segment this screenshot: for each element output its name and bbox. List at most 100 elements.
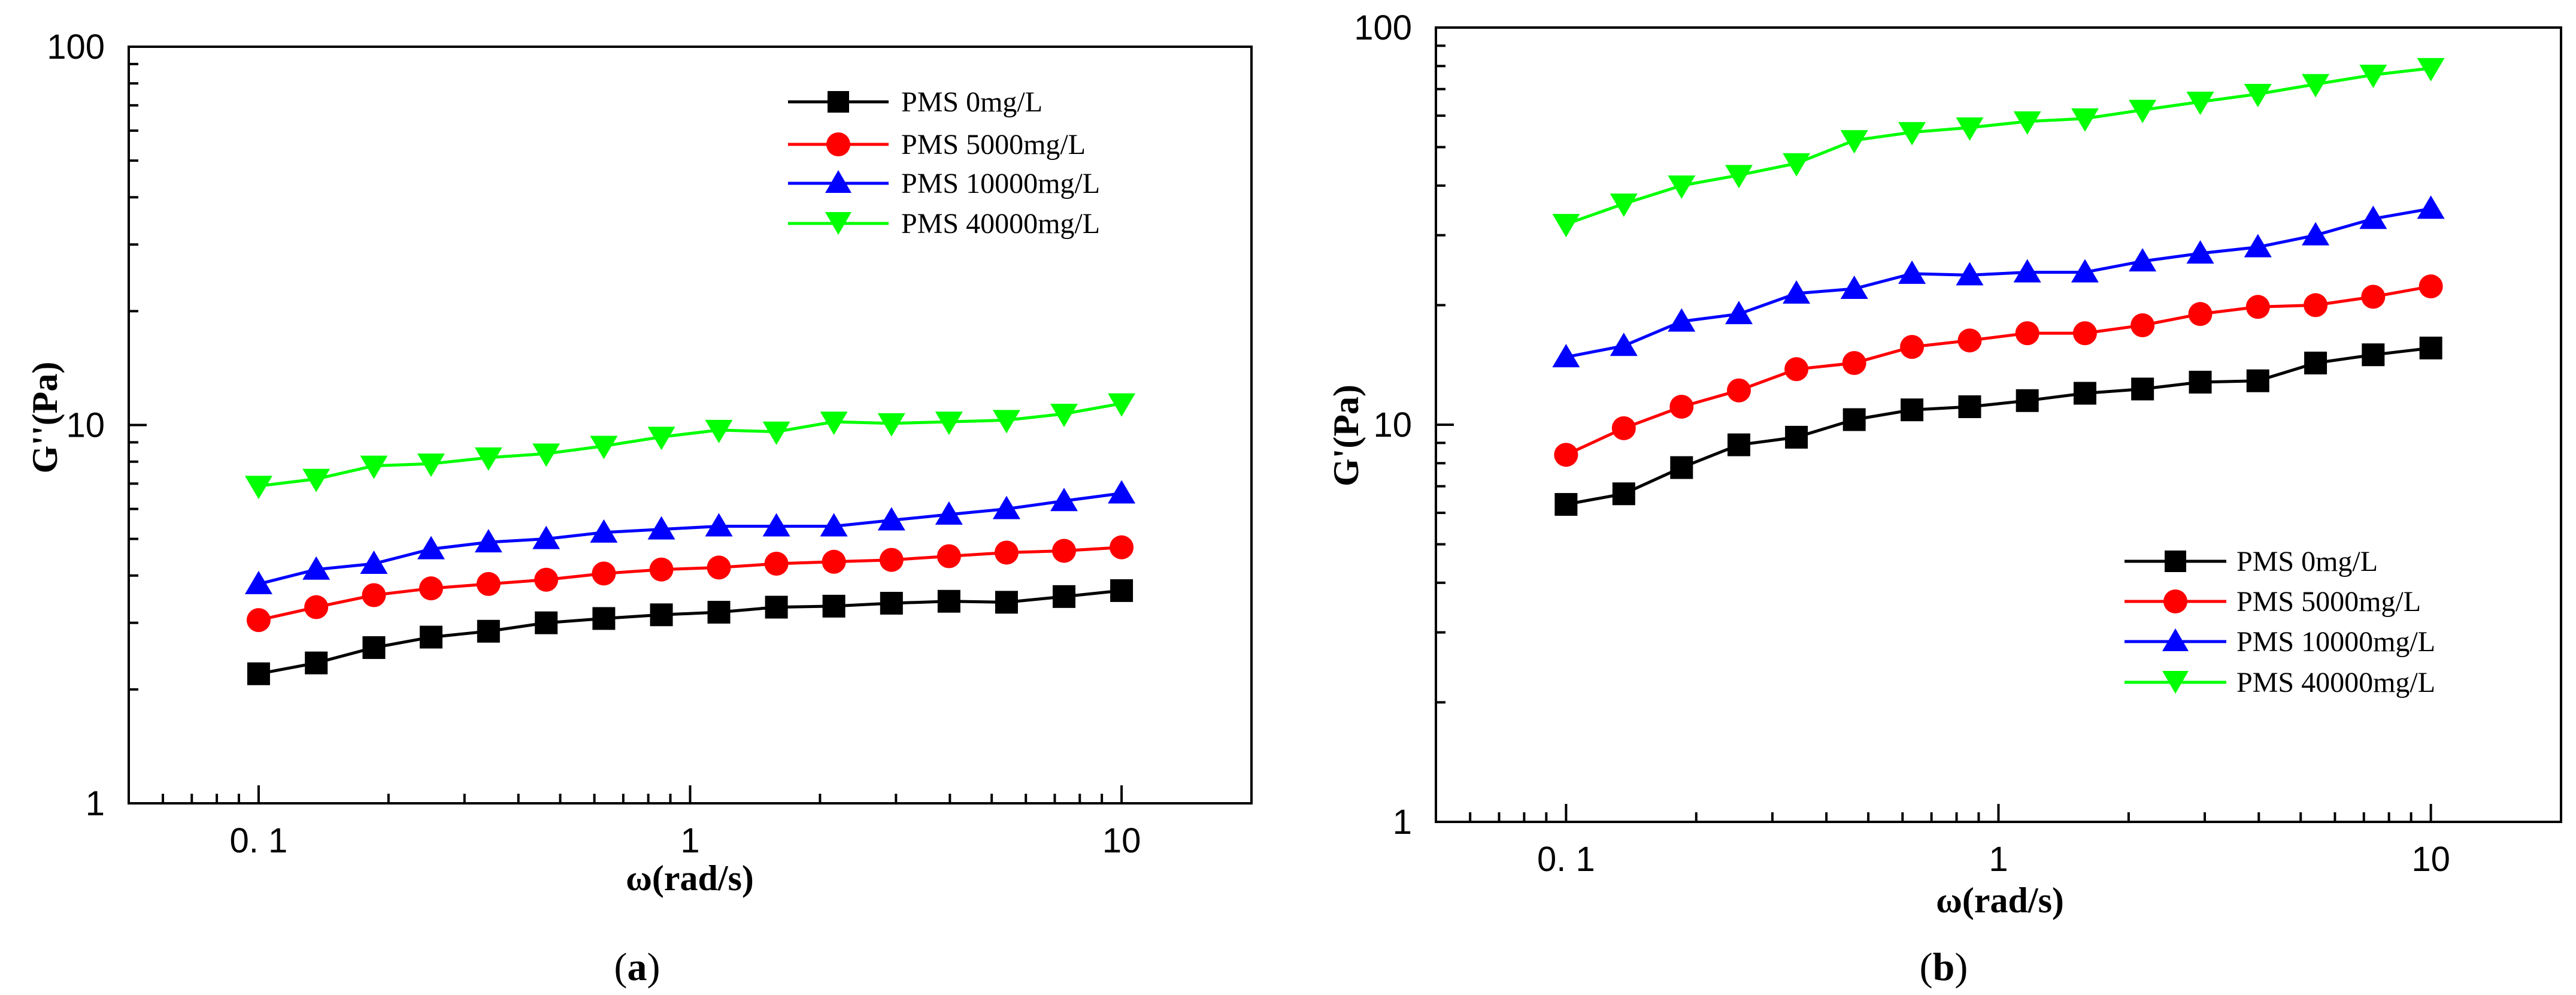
data-point-a-1 <box>707 555 731 580</box>
data-point-b-2 <box>2129 248 2157 272</box>
series-b-1 <box>1554 274 2443 467</box>
data-point-b-3 <box>1783 153 1811 177</box>
data-point-a-0 <box>765 595 788 619</box>
data-point-a-2 <box>935 501 963 525</box>
data-point-a-3 <box>647 427 675 450</box>
data-point-a-3 <box>474 447 502 471</box>
x-axis-label-b: ω(rad/s) <box>1936 881 2064 920</box>
data-point-a-1 <box>534 567 559 592</box>
data-point-a-0 <box>707 600 731 624</box>
series-line-b-1 <box>1565 285 2432 456</box>
data-point-b-0 <box>2189 370 2212 394</box>
data-point-a-2 <box>992 495 1020 519</box>
data-point-a-2 <box>1050 488 1078 512</box>
data-point-b-3 <box>1898 122 1926 146</box>
data-point-a-2 <box>302 556 331 580</box>
data-point-a-0 <box>1110 579 1134 602</box>
legend-b: PMS 0mg/L PMS 5000mg/L PMS 10000mg/L PMS… <box>2125 546 2435 698</box>
data-point-a-2 <box>1108 480 1136 504</box>
legend-b-marker-2 <box>2162 628 2189 651</box>
data-point-b-2 <box>2417 195 2445 219</box>
data-point-b-2 <box>1668 308 1696 332</box>
x-tick-label-b: 1 <box>1989 840 2008 879</box>
data-point-b-1 <box>2130 313 2155 337</box>
data-point-a-0 <box>247 662 270 685</box>
data-point-a-1 <box>764 551 789 576</box>
panel-label-a: (a) <box>614 945 660 989</box>
legend-a-label-1: PMS 5000mg/L <box>901 129 1086 161</box>
data-point-b-0 <box>1727 433 1750 456</box>
data-point-a-2 <box>417 536 445 560</box>
data-point-a-0 <box>937 589 960 613</box>
data-point-b-0 <box>2362 343 2385 367</box>
data-point-a-1 <box>476 571 501 596</box>
legend-a-item-0: PMS 0mg/L <box>788 86 1042 118</box>
data-point-a-2 <box>474 529 502 553</box>
data-point-b-1 <box>1957 328 1982 353</box>
data-point-b-2 <box>2244 234 2272 258</box>
legend-b-label-2: PMS 10000mg/L <box>2236 626 2435 658</box>
data-point-a-3 <box>532 443 560 467</box>
legend-b-marker-0 <box>2165 551 2186 572</box>
data-point-b-0 <box>2073 382 2096 405</box>
data-point-a-0 <box>995 591 1018 614</box>
y-tick-label-a: 10 <box>66 406 105 445</box>
data-point-b-2 <box>1725 301 1753 325</box>
legend-a-label-3: PMS 40000mg/L <box>901 208 1100 240</box>
x-tick-label-b: 0. 1 <box>1537 840 1595 879</box>
data-point-b-1 <box>2072 321 2097 346</box>
data-point-b-1 <box>2361 285 2386 309</box>
data-point-b-3 <box>1725 165 1753 189</box>
data-point-a-2 <box>820 513 848 537</box>
data-point-a-1 <box>246 608 271 633</box>
data-point-b-1 <box>1669 394 1694 419</box>
data-point-b-3 <box>2186 92 2214 116</box>
data-point-b-2 <box>1956 262 1984 286</box>
series-a-1 <box>246 535 1134 633</box>
legend-b-marker-3 <box>2162 671 2189 694</box>
data-point-b-0 <box>1554 493 1578 516</box>
data-point-b-2 <box>2013 259 2041 283</box>
data-point-b-2 <box>2186 240 2214 264</box>
data-point-a-2 <box>705 513 733 537</box>
data-point-b-0 <box>1842 408 1866 431</box>
data-point-a-3 <box>992 410 1020 434</box>
series-line-a-2 <box>258 492 1122 586</box>
data-point-b-2 <box>1552 344 1580 368</box>
data-point-a-3 <box>302 468 331 492</box>
data-point-a-0 <box>650 603 673 627</box>
x-tick-label-a: 10 <box>1102 821 1141 860</box>
data-point-a-3 <box>705 419 733 443</box>
data-point-b-3 <box>1956 117 1984 141</box>
data-point-a-1 <box>362 583 386 607</box>
data-point-a-2 <box>762 513 790 537</box>
legend-a: PMS 0mg/L PMS 5000mg/L PMS 10000mg/L PMS… <box>788 86 1100 240</box>
series-a-2 <box>244 480 1136 594</box>
data-point-a-0 <box>305 651 328 675</box>
data-point-a-3 <box>1108 393 1136 417</box>
legend-a-label-0: PMS 0mg/L <box>901 86 1042 118</box>
series-b-2 <box>1552 195 2445 368</box>
data-point-b-2 <box>1610 332 1638 356</box>
data-point-b-0 <box>1958 395 1981 418</box>
data-point-b-0 <box>2016 389 2039 412</box>
legend-b-label-0: PMS 0mg/L <box>2236 546 2378 577</box>
data-point-a-1 <box>592 561 616 586</box>
chart-panel-a: 0. 1 1 10 1 10 100 ω(rad/s) G''(Pa) PMS 0mg/L… <box>25 28 1253 989</box>
series-b-3 <box>1552 58 2445 238</box>
data-point-a-3 <box>244 476 272 500</box>
data-point-b-2 <box>2359 205 2387 229</box>
data-point-a-0 <box>477 619 500 643</box>
data-point-b-1 <box>2419 274 2443 299</box>
data-point-a-0 <box>535 611 558 634</box>
data-point-b-3 <box>2359 65 2387 89</box>
legend-b-item-0: PMS 0mg/L <box>2125 546 2378 577</box>
data-point-b-3 <box>2302 74 2330 98</box>
data-point-b-0 <box>1612 482 1635 506</box>
data-point-a-0 <box>592 607 616 630</box>
x-axis-label-a: ω(rad/s) <box>626 858 754 898</box>
series-line-b-3 <box>1565 66 2431 226</box>
data-point-b-3 <box>1840 130 1868 154</box>
data-point-a-3 <box>935 412 963 435</box>
y-tick-label-b: 1 <box>1393 803 1412 842</box>
